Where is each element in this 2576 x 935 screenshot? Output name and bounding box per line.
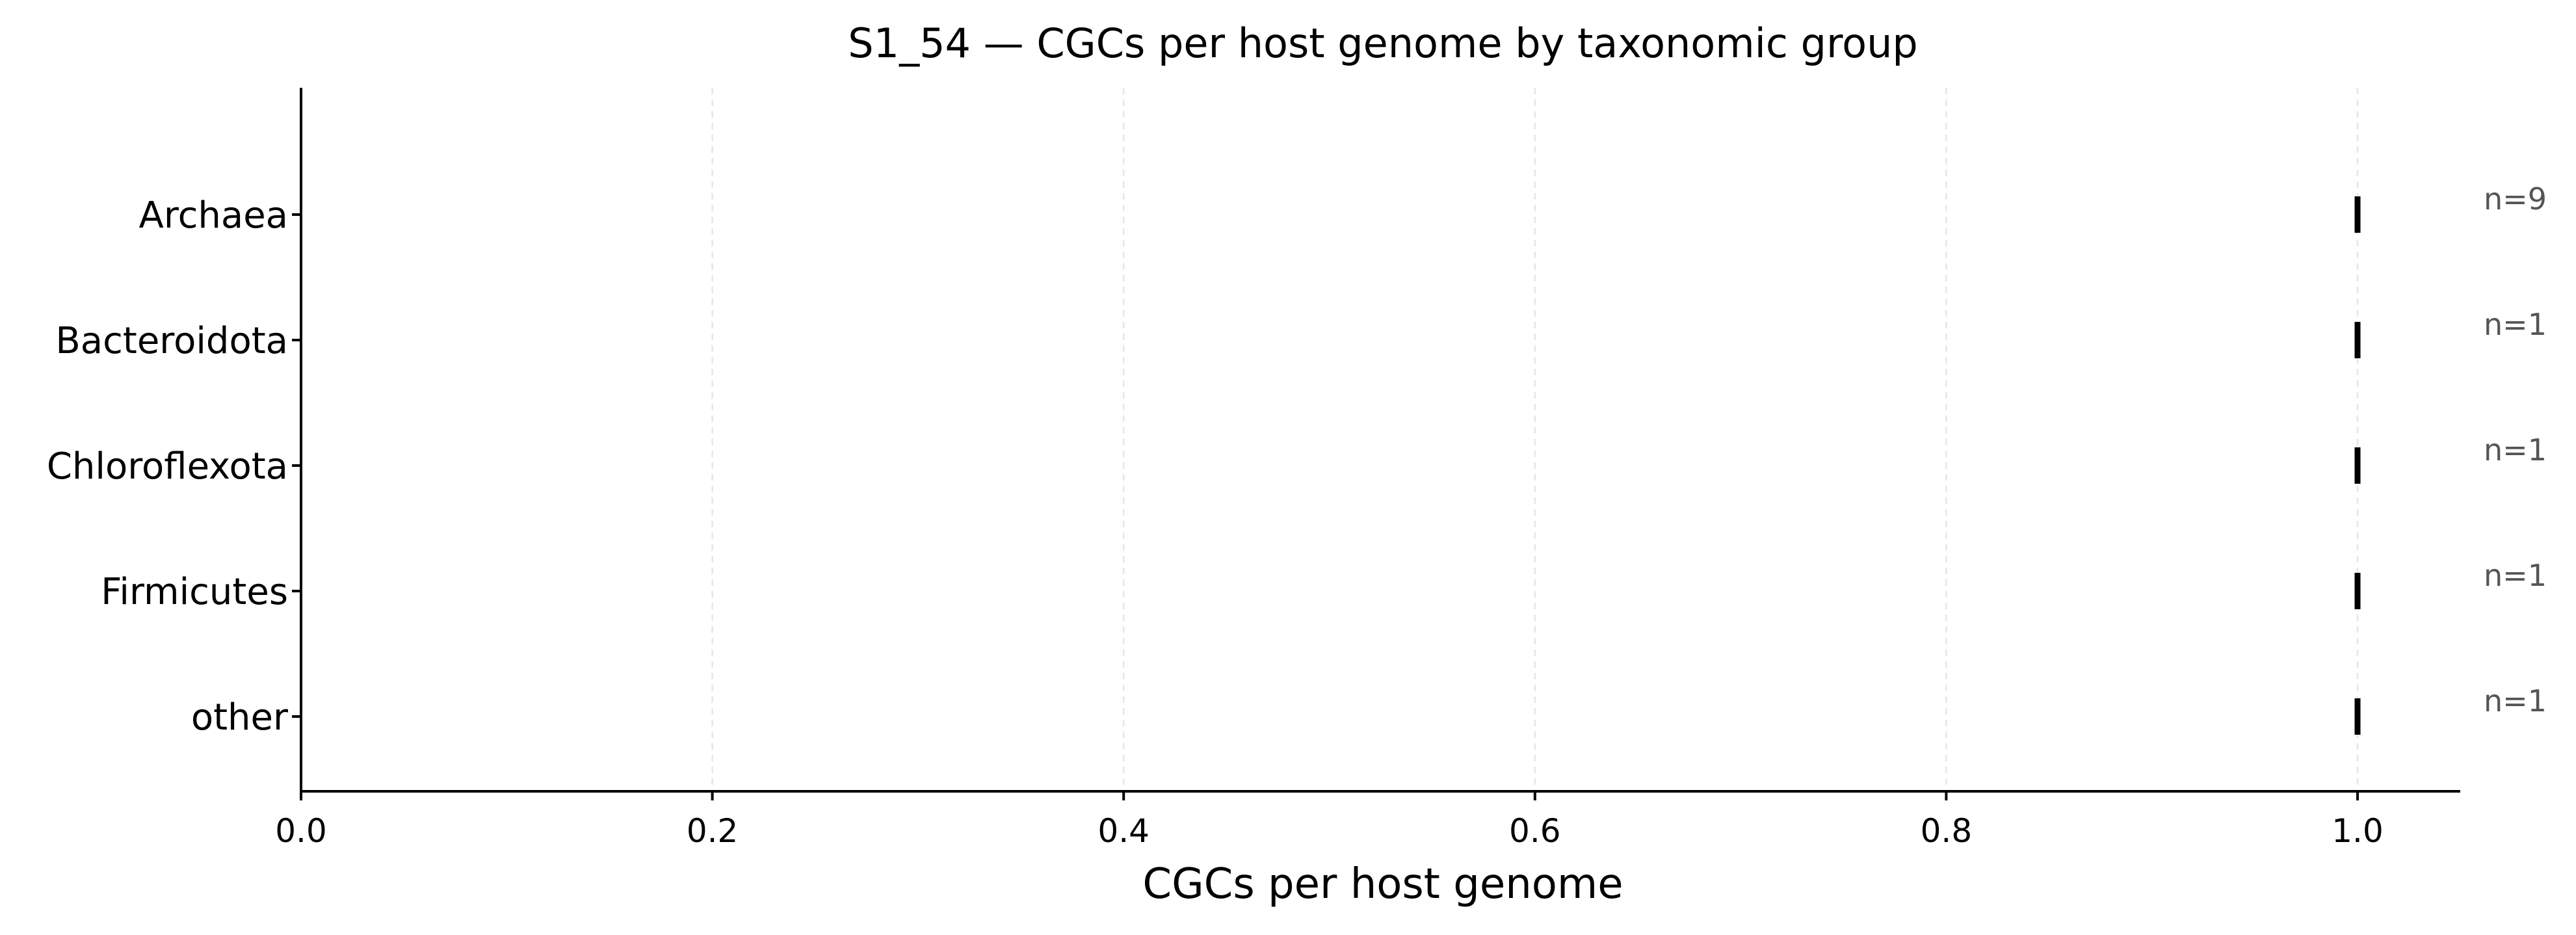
y-tick-label: other	[191, 696, 289, 739]
count-label-layer: n=9 n=1 n=1 n=1 n=1	[2484, 181, 2547, 718]
y-tick-label: Firmicutes	[101, 571, 288, 613]
x-tick-label: 0.2	[687, 812, 739, 850]
count-label: n=1	[2484, 307, 2547, 342]
x-tick-label: 0.6	[1509, 812, 1561, 850]
count-label: n=1	[2484, 558, 2547, 593]
count-label: n=1	[2484, 683, 2547, 718]
count-label: n=9	[2484, 181, 2547, 217]
x-tick-label: 0.0	[275, 812, 327, 850]
y-tick-label: Archaea	[139, 194, 288, 237]
y-tick-label: Bacteroidota	[55, 320, 288, 362]
x-tick-label: 1.0	[2332, 812, 2384, 850]
x-axis-label: CGCs per host genome	[1142, 860, 1623, 908]
chart-title: S1_54 — CGCs per host genome by taxonomi…	[848, 20, 1917, 67]
grid-layer	[711, 88, 2359, 791]
axes-layer	[300, 88, 2460, 793]
x-tick-label: 0.4	[1097, 812, 1150, 850]
x-tick-label: 0.8	[1921, 812, 1973, 850]
count-label: n=1	[2484, 432, 2547, 468]
y-tick-layer: Archaea Bacteroidota Chloroflexota Firmicut…	[47, 194, 301, 739]
x-tick-layer: 0.0 0.2 0.4 0.6 0.8 1.0	[275, 791, 2384, 850]
y-tick-label: Chloroflexota	[47, 445, 288, 488]
